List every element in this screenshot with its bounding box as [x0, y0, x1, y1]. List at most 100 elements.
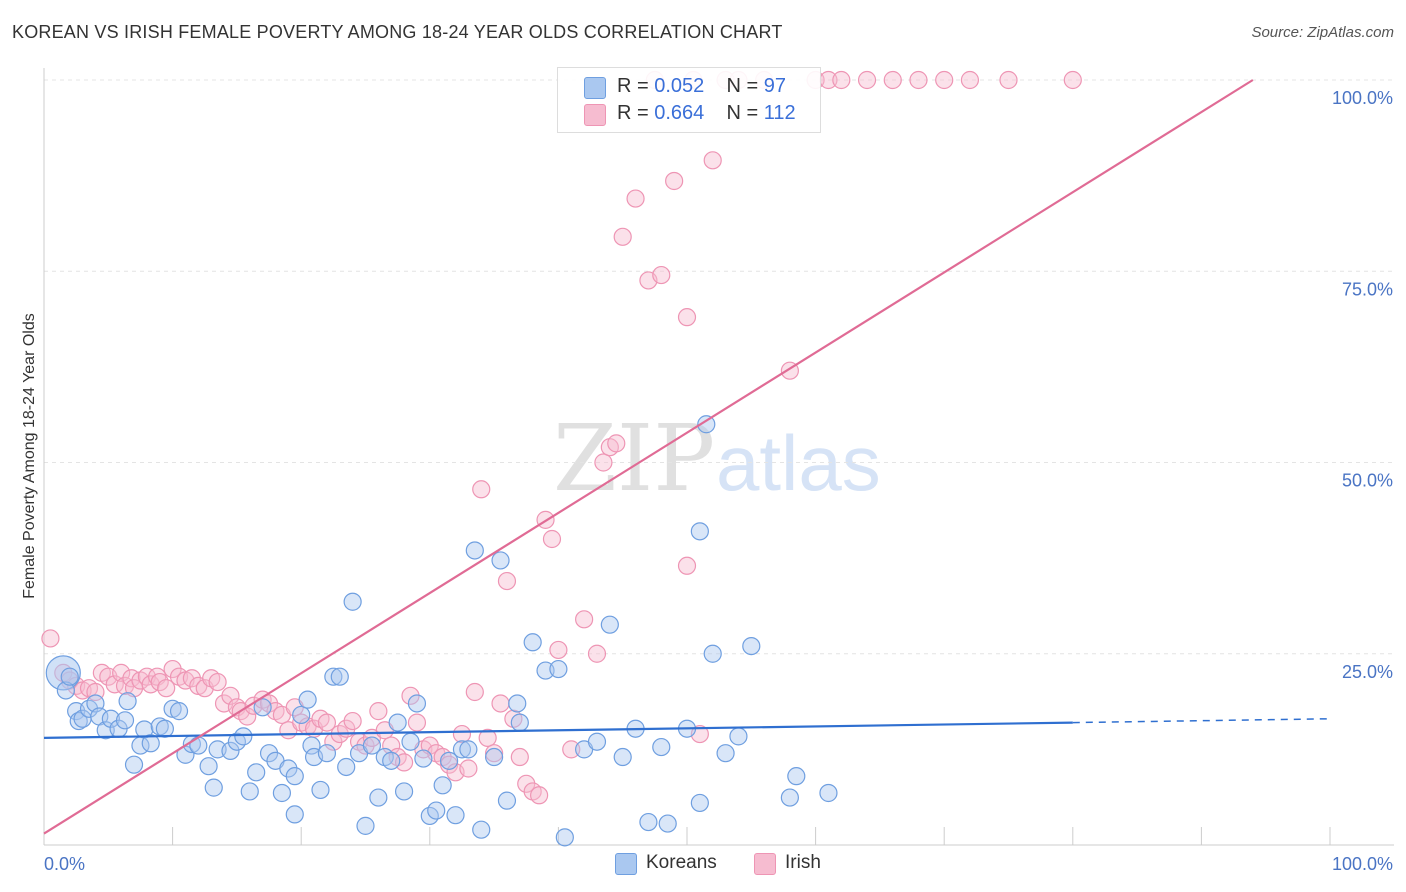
irish-point	[452, 724, 472, 744]
korean-point	[407, 694, 427, 713]
korean-point	[401, 732, 420, 751]
irish-point	[935, 70, 954, 90]
irish-n-label: N =	[726, 102, 764, 124]
irish-point	[587, 644, 607, 663]
y-tick-label: 25.0%	[1342, 662, 1393, 682]
koreans-r-value: 0.052	[654, 75, 705, 97]
korean-point	[169, 702, 189, 721]
korean-point	[56, 681, 75, 700]
irish-point	[652, 265, 671, 285]
korean-point	[439, 751, 459, 770]
korean-point	[508, 694, 527, 713]
irish-r-label: R =	[617, 102, 655, 124]
korean-point	[446, 806, 465, 825]
korean-point	[639, 812, 658, 832]
chart-title: KOREAN VS IRISH FEMALE POVERTY AMONG 18-…	[12, 22, 783, 42]
koreans-legend-label: Koreans	[646, 852, 717, 873]
axes	[43, 68, 1394, 846]
irish-point	[221, 686, 240, 705]
irish-point	[883, 70, 902, 90]
watermark-zip: ZIP	[553, 405, 715, 512]
irish-point	[369, 702, 388, 721]
irish-point	[472, 480, 491, 499]
irish-point	[382, 736, 401, 755]
korean-point	[491, 551, 510, 570]
irish-point	[607, 434, 626, 453]
irish-point	[832, 70, 851, 90]
korean-point	[292, 705, 311, 725]
irish-point	[459, 759, 478, 778]
irish-point	[549, 640, 568, 660]
korean-point	[819, 783, 838, 803]
koreans-n-label: N =	[726, 75, 764, 97]
irish-point	[909, 70, 928, 90]
bottom-legend: Koreans Irish	[0, 852, 1406, 878]
irish-legend-label: Irish	[785, 852, 821, 873]
irish-point	[157, 679, 176, 698]
irish-point	[542, 529, 562, 549]
irish-point	[407, 713, 427, 732]
korean-point	[155, 719, 174, 738]
irish-point	[677, 308, 697, 327]
korean-point	[369, 788, 388, 807]
korean-point	[787, 767, 806, 786]
korean-point	[356, 816, 375, 835]
koreans-swatch	[584, 77, 606, 99]
korean-point	[115, 711, 135, 730]
korean-point	[433, 776, 452, 795]
korean-point	[124, 755, 144, 774]
korean-point	[382, 751, 401, 770]
korean-point	[311, 780, 330, 800]
irish-point	[999, 70, 1018, 90]
korean-point	[549, 659, 568, 679]
irish-point	[626, 189, 645, 208]
korean-point	[452, 740, 472, 759]
korean-point	[343, 592, 362, 611]
series-koreans	[45, 415, 838, 847]
korean-point	[101, 709, 120, 728]
korean-point	[240, 782, 259, 801]
korean-point	[690, 793, 709, 813]
source-label: Source: ZipAtlas.com	[1251, 24, 1394, 41]
irish-point	[562, 740, 581, 759]
irish-point	[665, 171, 684, 191]
korean-point	[330, 667, 349, 686]
korean-point	[497, 791, 517, 810]
y-tick-label: 100.0%	[1332, 88, 1393, 108]
irish-point	[478, 728, 497, 748]
korean-point	[337, 757, 356, 777]
korean-point	[697, 415, 716, 434]
korean-point	[221, 741, 240, 761]
irish-point	[491, 694, 510, 713]
korean-point	[780, 788, 799, 807]
korean-point	[285, 767, 304, 786]
y-tick-label: 75.0%	[1342, 279, 1393, 299]
koreans-legend-swatch	[615, 853, 637, 875]
korean-point	[199, 757, 218, 776]
koreans-trend-extension	[1072, 718, 1331, 724]
korean-point	[510, 713, 529, 732]
irish-point	[317, 713, 337, 732]
korean-point	[118, 692, 137, 711]
koreans-trend-line	[43, 721, 1073, 739]
korean-point	[45, 655, 81, 691]
x-tick-label: 100.0%	[1332, 854, 1393, 874]
irish-point	[497, 571, 517, 591]
korean-point	[234, 727, 253, 746]
korean-point	[317, 744, 337, 763]
trend-lines	[43, 79, 1331, 835]
korean-point	[189, 736, 208, 755]
korean-point	[247, 763, 266, 782]
irish-point	[1063, 70, 1082, 90]
irish-point	[703, 151, 722, 170]
korean-point	[285, 805, 304, 824]
korean-point	[253, 698, 272, 717]
irish-swatch	[584, 104, 606, 126]
irish-legend-swatch	[754, 853, 776, 875]
korean-point	[703, 644, 722, 663]
korean-point	[60, 667, 79, 686]
korean-point	[587, 732, 607, 751]
korean-point	[658, 814, 677, 833]
korean-point	[485, 747, 504, 767]
